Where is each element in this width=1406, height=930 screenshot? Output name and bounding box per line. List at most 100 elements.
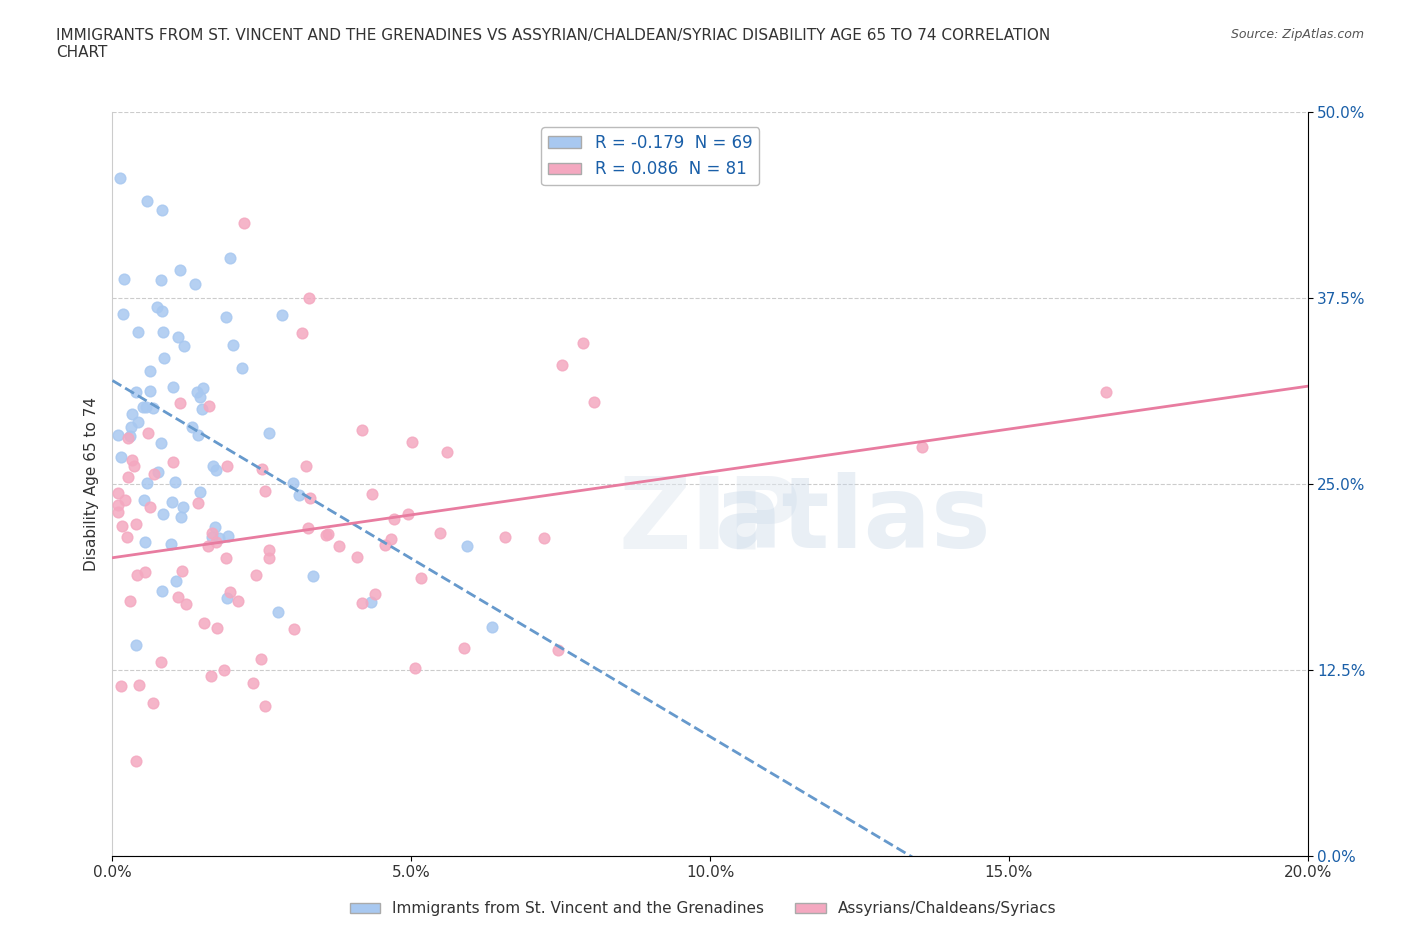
Point [186, 385, 208, 400]
Point [184, 276, 207, 291]
Point [328, 538, 350, 553]
Point [150, 203, 173, 218]
Point [136, 475, 159, 490]
Point [188, 485, 211, 499]
Point [150, 303, 173, 318]
Point [910, 439, 932, 454]
Point [150, 583, 173, 598]
Point [125, 517, 148, 532]
Text: Source: ZipAtlas.com: Source: ZipAtlas.com [1230, 28, 1364, 41]
Point [169, 395, 191, 410]
Point [404, 660, 426, 675]
Point [361, 486, 384, 501]
Point [217, 529, 239, 544]
Point [316, 526, 339, 541]
Point [1095, 385, 1118, 400]
Point [291, 326, 314, 340]
Point [205, 462, 228, 477]
Point [173, 339, 195, 353]
Point [481, 619, 503, 634]
Point [254, 698, 277, 713]
Point [110, 679, 132, 694]
Point [197, 538, 219, 553]
Point [364, 587, 387, 602]
Point [360, 594, 382, 609]
Point [180, 420, 202, 435]
Point [250, 462, 273, 477]
Point [190, 390, 212, 405]
Point [120, 419, 142, 434]
Point [122, 458, 145, 473]
Point [118, 593, 141, 608]
Text: atlas: atlas [716, 472, 991, 569]
Point [494, 529, 516, 544]
Point [134, 535, 156, 550]
Point [125, 637, 148, 652]
Point [298, 290, 321, 305]
Point [187, 428, 209, 443]
Point [205, 620, 228, 635]
Point [191, 402, 214, 417]
Point [401, 435, 423, 450]
Point [107, 498, 129, 512]
Point [297, 520, 319, 535]
Point [315, 527, 337, 542]
Point [139, 364, 162, 379]
Point [242, 675, 264, 690]
Point [583, 395, 606, 410]
Point [302, 569, 325, 584]
Point [411, 570, 433, 585]
Point [215, 310, 238, 325]
Point [257, 551, 280, 565]
Point [453, 641, 475, 656]
Y-axis label: Disability Age 65 to 74: Disability Age 65 to 74 [83, 396, 98, 571]
Point [231, 360, 253, 375]
Point [217, 458, 239, 473]
Point [219, 585, 242, 600]
Point [142, 467, 165, 482]
Point [160, 495, 183, 510]
Point [456, 538, 478, 553]
Point [254, 484, 277, 498]
Legend: R = -0.179  N = 69, R = 0.086  N = 81: R = -0.179 N = 69, R = 0.086 N = 81 [541, 127, 759, 185]
Point [166, 574, 188, 589]
Point [217, 591, 239, 605]
Point [167, 330, 190, 345]
Point [153, 351, 176, 365]
Point [152, 506, 174, 521]
Point [174, 596, 197, 611]
Point [107, 505, 129, 520]
Point [112, 272, 135, 286]
Legend: Immigrants from St. Vincent and the Grenadines, Assyrians/Chaldeans/Syriacs: Immigrants from St. Vincent and the Gren… [343, 896, 1063, 923]
Point [551, 358, 574, 373]
Point [117, 431, 139, 445]
Point [149, 655, 172, 670]
Point [198, 398, 221, 413]
Point [127, 414, 149, 429]
Point [135, 399, 157, 414]
Point [162, 379, 184, 394]
Point [221, 338, 243, 352]
Point [436, 445, 458, 459]
Point [187, 496, 209, 511]
Text: IMMIGRANTS FROM ST. VINCENT AND THE GRENADINES VS ASSYRIAN/CHALDEAN/SYRIAC DISAB: IMMIGRANTS FROM ST. VINCENT AND THE GREN… [56, 28, 1050, 60]
Point [149, 435, 172, 450]
Point [572, 335, 595, 350]
Point [146, 465, 169, 480]
Point [201, 525, 224, 540]
Point [202, 458, 225, 473]
Point [232, 215, 254, 230]
Point [547, 643, 569, 658]
Point [350, 423, 373, 438]
Point [118, 429, 141, 444]
Point [170, 564, 193, 578]
Point [112, 306, 135, 321]
Point [107, 428, 129, 443]
Point [205, 535, 228, 550]
Point [152, 325, 174, 339]
Point [172, 499, 194, 514]
Point [132, 492, 155, 507]
Point [204, 520, 226, 535]
Point [110, 519, 132, 534]
Point [193, 616, 215, 631]
